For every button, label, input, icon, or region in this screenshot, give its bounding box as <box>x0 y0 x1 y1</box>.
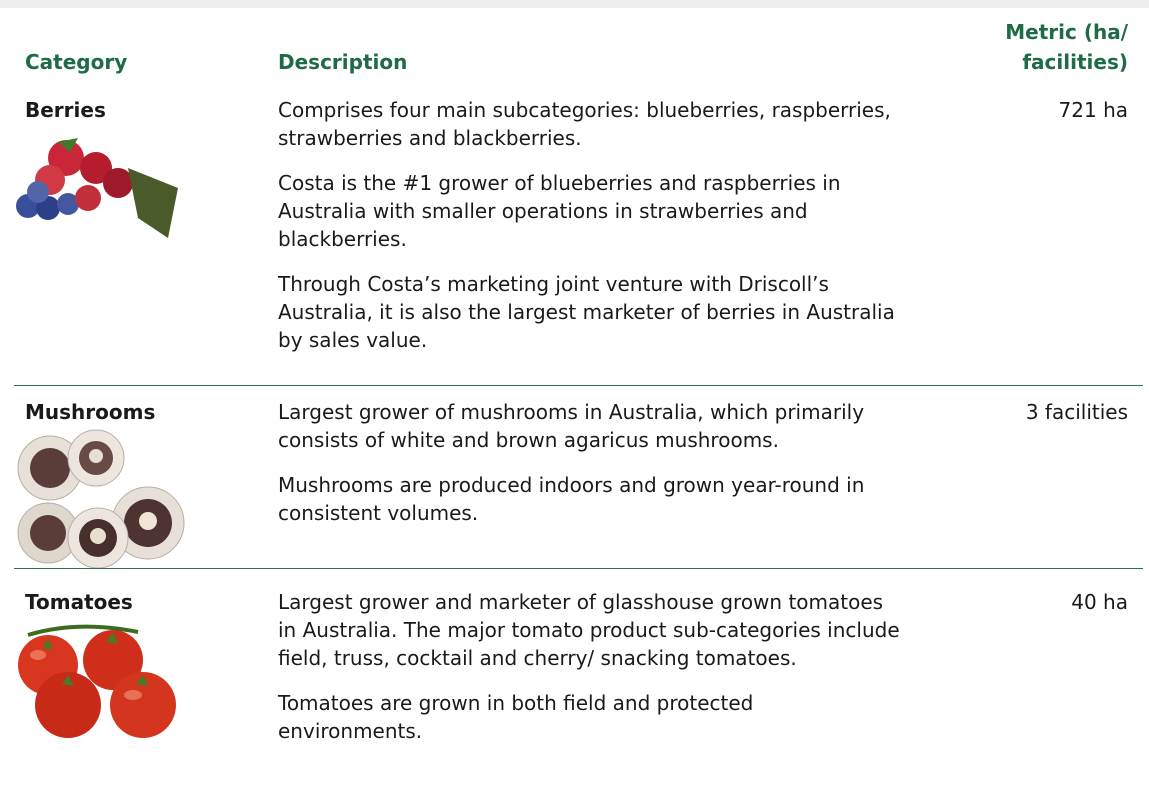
top-band <box>0 0 1149 8</box>
paragraph: Tomatoes are grown in both field and pro… <box>278 689 903 745</box>
header-description: Description <box>278 47 407 77</box>
row-description: Comprises four main subcategories: blueb… <box>278 96 903 371</box>
row-description: Largest grower of mushrooms in Australia… <box>278 398 903 544</box>
paragraph: Costa is the #1 grower of blueberries an… <box>278 169 903 253</box>
paragraph: Largest grower and marketer of glasshous… <box>278 588 903 672</box>
berries-image <box>8 128 188 248</box>
header-metric: Metric (ha/ facilities) <box>978 17 1128 77</box>
paragraph: Mushrooms are produced indoors and grown… <box>278 471 903 527</box>
row-category: Mushrooms <box>25 398 155 426</box>
tomatoes-image <box>8 620 188 745</box>
row-divider <box>14 385 1143 386</box>
paragraph: Comprises four main subcategories: blueb… <box>278 96 903 152</box>
row-description: Largest grower and marketer of glasshous… <box>278 588 903 762</box>
row-category: Tomatoes <box>25 588 133 616</box>
row-metric: 3 facilities <box>1026 398 1128 426</box>
row-metric: 40 ha <box>1071 588 1128 616</box>
mushrooms-image <box>8 428 188 568</box>
row-category: Berries <box>25 96 106 124</box>
paragraph: Largest grower of mushrooms in Australia… <box>278 398 903 454</box>
header-category: Category <box>25 47 127 77</box>
paragraph: Through Costa’s marketing joint venture … <box>278 270 903 354</box>
row-divider <box>14 568 1143 569</box>
row-metric: 721 ha <box>1059 96 1128 124</box>
page: Category Description Metric (ha/ facilit… <box>0 0 1149 791</box>
